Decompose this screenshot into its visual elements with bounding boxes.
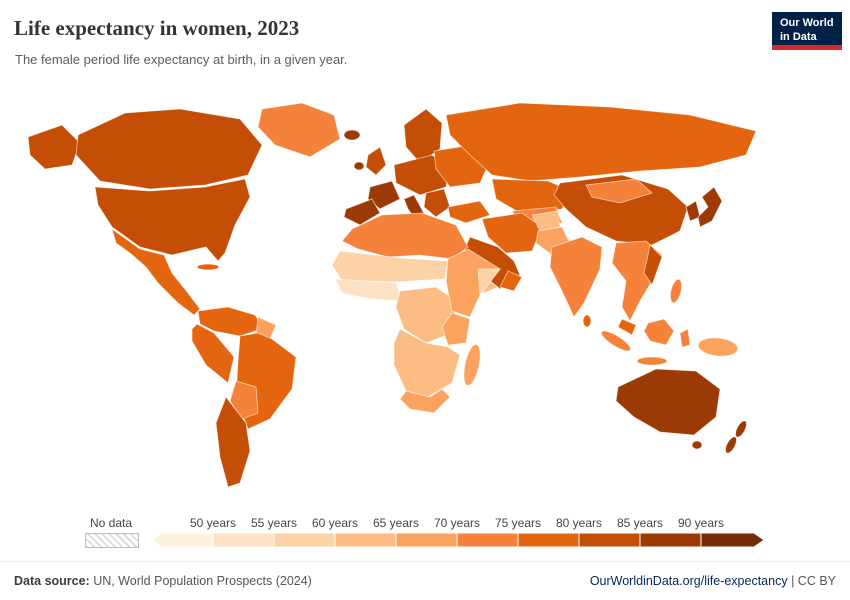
world-map [27,102,757,488]
legend-tick-60: 60 years [311,516,359,530]
page-subtitle: The female period life expectancy at bir… [15,52,348,67]
region-indonesia-borneo[interactable] [643,318,675,346]
region-oman[interactable] [499,270,523,292]
region-uk[interactable] [365,146,387,176]
owid-logo-line2: in Data [780,30,817,43]
region-bolivia-paraguay[interactable] [229,380,259,420]
region-china[interactable] [553,174,689,246]
region-indonesia-sulawesi[interactable] [679,328,691,348]
region-philippines[interactable] [668,278,684,304]
region-colombia-venezuela[interactable] [197,306,265,337]
legend-color-bar [152,532,764,548]
region-sahel[interactable] [331,250,449,283]
region-balkans[interactable] [423,188,451,218]
region-middle-east[interactable] [481,212,543,254]
region-vietnam[interactable] [643,244,663,286]
region-scandinavia[interactable] [403,108,443,164]
region-new-guinea[interactable] [697,336,739,358]
region-west-africa[interactable] [334,278,403,302]
region-mongolia[interactable] [585,178,653,204]
region-indonesia-java[interactable] [636,356,668,366]
owid-logo-line1: Our World [780,17,834,29]
legend-bin-55-60[interactable] [273,532,336,548]
footer: Data source: UN, World Population Prospe… [0,561,850,600]
legend-bin-65-70[interactable] [395,532,458,548]
region-sri-lanka[interactable] [582,314,592,328]
region-peru[interactable] [191,323,235,384]
region-australia[interactable] [615,368,721,436]
region-central-africa[interactable] [395,286,457,344]
region-cuba[interactable] [196,263,220,271]
legend-bin-over-90[interactable] [700,532,764,548]
footer-right: OurWorldinData.org/life-expectancy | CC … [590,574,836,588]
legend-tick-75: 75 years [494,516,542,530]
region-india[interactable] [549,236,603,318]
legend-bin-70-75[interactable] [456,532,519,548]
region-malaysia[interactable] [617,318,637,336]
region-usa[interactable] [94,178,251,262]
region-indonesia-sumatra[interactable] [599,328,633,354]
region-greenland[interactable] [257,102,341,158]
region-alaska[interactable] [27,124,81,170]
page-title: Life expectancy in women, 2023 [14,16,300,40]
legend-bin-50-55[interactable] [212,532,275,548]
legend-bin-75-80[interactable] [517,532,580,548]
region-argentina-chile[interactable] [215,396,251,488]
region-iberia[interactable] [343,198,381,226]
license-label: | CC BY [791,574,836,588]
no-data-swatch[interactable] [85,533,139,548]
legend-bin-80-85[interactable] [578,532,641,548]
legend-bin-under-50[interactable] [152,532,214,548]
region-turkey[interactable] [447,200,491,224]
region-france[interactable] [367,180,401,210]
data-source-label: Data source: [14,574,90,588]
legend-tick-80: 80 years [555,516,603,530]
region-somalia[interactable] [477,268,501,297]
region-mexico[interactable] [111,228,201,316]
legend-tick-55: 55 years [250,516,298,530]
region-new-zealand-south[interactable] [723,435,739,455]
legend-tick-85: 85 years [616,516,664,530]
region-ethiopia[interactable] [445,248,501,318]
region-tasmania[interactable] [691,440,703,450]
region-madagascar[interactable] [461,343,483,387]
region-iceland[interactable] [343,129,361,141]
legend-bin-60-65[interactable] [334,532,397,548]
no-data-label: No data [89,516,133,530]
owid-logo[interactable]: Our World in Data [772,12,842,50]
data-source-line: Data source: UN, World Population Prospe… [14,574,312,588]
region-ireland[interactable] [353,161,365,171]
legend-tick-50: 50 years [189,516,237,530]
legend-bin-85-90[interactable] [639,532,702,548]
region-japan[interactable] [697,186,723,228]
legend-tick-70: 70 years [433,516,481,530]
owid-logo-red-bar [772,45,842,50]
region-kazakhstan[interactable] [491,178,573,214]
legend-tick-90: 90 years [677,516,725,530]
region-canada[interactable] [75,108,263,190]
region-new-zealand-north[interactable] [733,419,749,439]
data-source-value: UN, World Population Prospects (2024) [93,574,312,588]
legend-tick-65: 65 years [372,516,420,530]
owid-link[interactable]: OurWorldinData.org/life-expectancy [589,574,788,588]
region-south-africa[interactable] [399,388,451,414]
region-east-africa[interactable] [441,312,471,346]
region-russia[interactable] [445,102,757,182]
